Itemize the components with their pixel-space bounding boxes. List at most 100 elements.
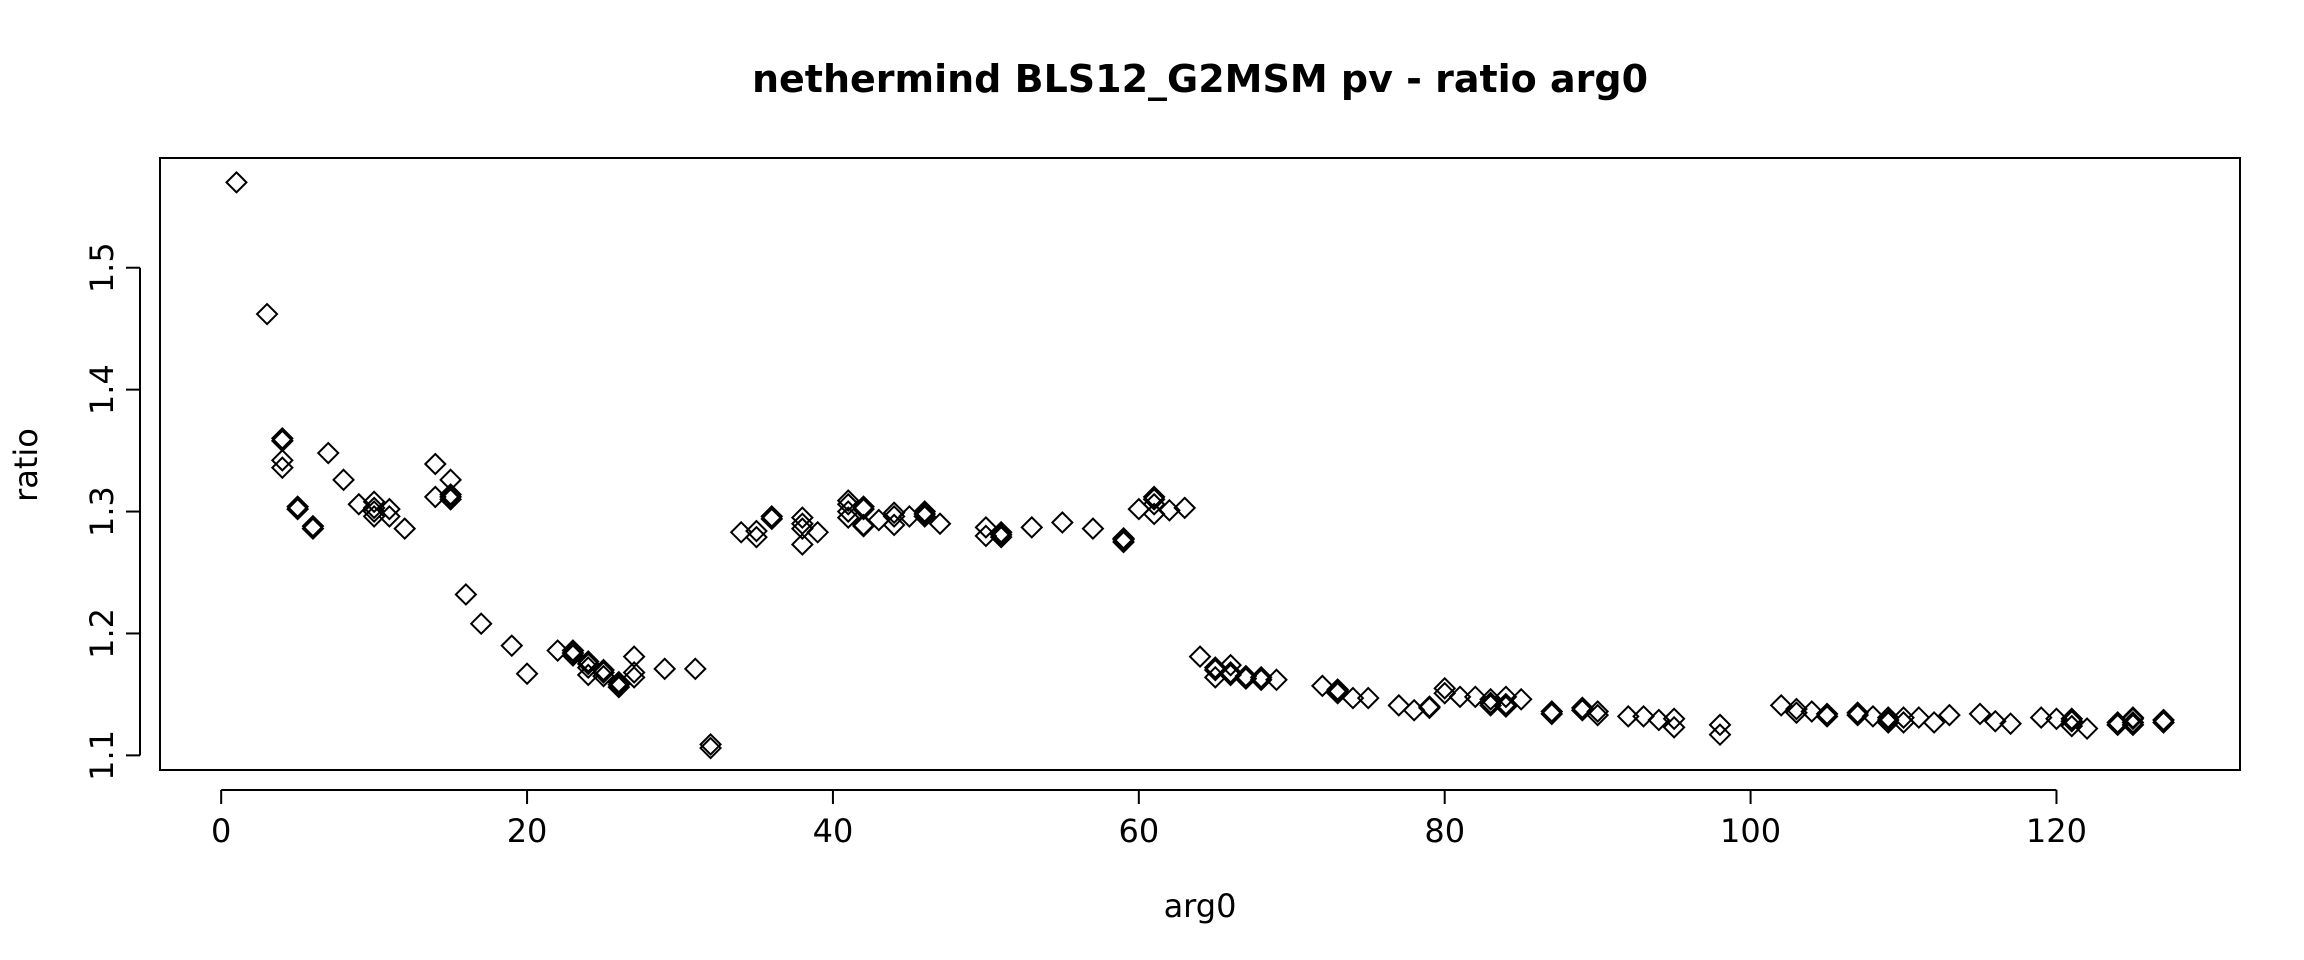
data-point (1142, 485, 1166, 509)
data-point (1616, 704, 1640, 728)
data-point (1540, 702, 1564, 726)
data-point (301, 514, 325, 538)
data-point (1219, 653, 1243, 677)
data-point (882, 505, 906, 528)
data-point (760, 507, 784, 531)
data-point (576, 656, 600, 680)
data-point (1341, 686, 1365, 710)
data-point (1586, 700, 1610, 723)
data-point (1326, 679, 1350, 703)
data-point (1219, 663, 1243, 687)
data-point (1494, 695, 1518, 719)
data-point (1892, 706, 1915, 729)
data-point (2060, 709, 2084, 733)
data-point (1417, 695, 1441, 719)
data-point (2152, 708, 2175, 732)
data-point (1448, 685, 1472, 709)
data-point (622, 665, 646, 689)
data-point (1265, 668, 1288, 692)
data-point (270, 448, 294, 472)
y-tick-label: 1.1 (83, 730, 121, 781)
data-point (1540, 700, 1564, 723)
data-point (576, 652, 600, 676)
data-point (1662, 707, 1686, 731)
data-point (806, 520, 830, 544)
data-point (2060, 714, 2084, 738)
data-point (225, 170, 248, 194)
x-tick-label: 100 (1720, 812, 1781, 850)
data-point (255, 302, 279, 326)
data-point (1999, 712, 2023, 736)
data-point (653, 657, 677, 681)
data-point (1815, 704, 1839, 728)
data-point (1662, 715, 1686, 739)
y-tick-label: 1.2 (83, 608, 121, 659)
x-tick-label: 40 (813, 812, 854, 850)
data-point (745, 519, 768, 543)
data-point (592, 658, 615, 682)
data-point (546, 639, 570, 662)
data-point (286, 495, 310, 519)
data-point (1937, 703, 1961, 727)
data-point (1708, 713, 1732, 737)
data-point (377, 497, 401, 521)
data-point (1846, 703, 1870, 727)
data-point (1188, 645, 1212, 669)
data-point (974, 515, 998, 539)
x-tick-label: 20 (507, 812, 548, 850)
data-point (699, 732, 723, 756)
data-point (2152, 711, 2175, 734)
data-point (469, 612, 493, 636)
data-point (1708, 723, 1732, 747)
data-point (790, 506, 814, 530)
x-tick-label: 0 (211, 812, 231, 850)
data-point (592, 661, 615, 684)
data-point (1922, 711, 1946, 734)
x-axis-label: arg0 (1164, 887, 1237, 925)
data-point (1020, 515, 1044, 539)
x-tick-label: 80 (1424, 812, 1465, 850)
data-point (1983, 709, 2007, 733)
data-point (790, 517, 814, 541)
data-point (301, 517, 325, 541)
data-point (2045, 707, 2068, 731)
x-tick-label: 120 (2026, 812, 2087, 850)
data-point (989, 523, 1013, 547)
data-point (1632, 704, 1655, 728)
y-tick-label: 1.5 (83, 242, 121, 293)
data-point (1310, 674, 1334, 698)
data-point (423, 452, 447, 476)
data-point (1815, 702, 1839, 726)
data-point (2075, 717, 2099, 740)
data-point (1050, 511, 1074, 534)
data-point (1570, 698, 1594, 722)
data-point (745, 525, 768, 549)
data-point (270, 426, 294, 450)
data-point (790, 533, 814, 556)
data-point (1907, 706, 1931, 729)
data-point (2029, 706, 2053, 729)
data-point (332, 468, 355, 492)
data-point (592, 664, 615, 688)
data-points (225, 170, 2175, 760)
plot-area (159, 157, 2241, 771)
data-point (622, 661, 646, 684)
data-point (1586, 703, 1610, 727)
data-point (1570, 696, 1594, 720)
data-point (500, 634, 524, 658)
data-point (989, 520, 1013, 544)
data-point (1968, 702, 1992, 726)
y-axis-label: ratio (7, 428, 45, 502)
data-point (561, 643, 585, 667)
data-point (1800, 700, 1824, 723)
data-point (393, 517, 417, 541)
data-point (286, 497, 310, 521)
data-point (439, 483, 463, 506)
data-point (882, 513, 906, 537)
data-point (1433, 676, 1457, 700)
data-point (576, 650, 600, 673)
data-point (377, 505, 401, 528)
data-point (1249, 668, 1273, 692)
data-point (1326, 681, 1350, 705)
